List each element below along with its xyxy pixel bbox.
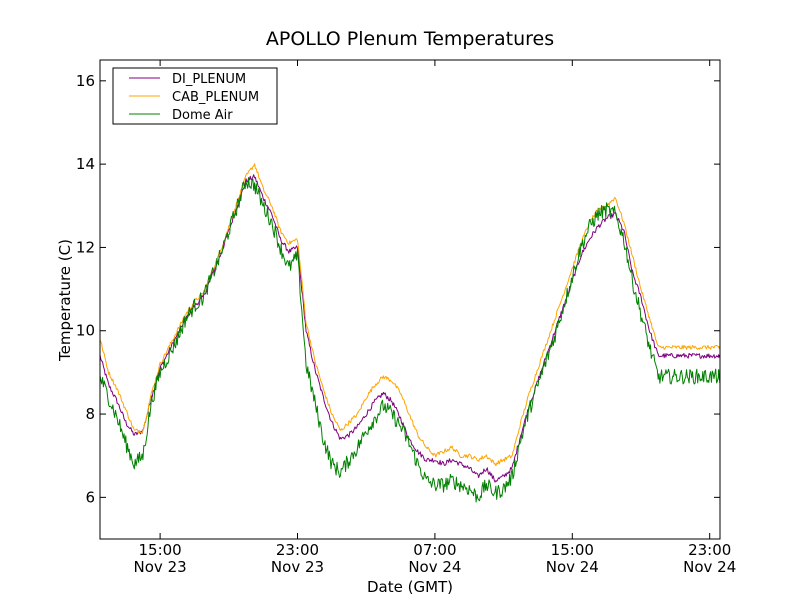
x-axis-label: Date (GMT) [367,578,453,596]
series-line-cab-plenum [99,163,721,467]
x-tick-label-time: 15:00 [138,541,181,559]
y-axis-ticks: 6 8 10 12 14 16 [76,72,720,506]
series-line-di-plenum [99,174,721,483]
x-tick-label-time: 07:00 [413,541,456,559]
x-tick-label-time: 23:00 [688,541,731,559]
y-tick-label: 12 [76,238,95,256]
y-axis-label: Temperature (C) [56,239,74,362]
y-tick-label: 10 [76,322,95,340]
chart-title: APOLLO Plenum Temperatures [266,28,554,50]
x-tick-label-date: Nov 23 [271,558,324,576]
x-tick-label-date: Nov 23 [134,558,187,576]
legend: DI_PLENUM CAB_PLENUM Dome Air [112,67,278,125]
legend-label: DI_PLENUM [172,72,246,87]
y-tick-label: 6 [85,488,95,506]
x-tick-label-date: Nov 24 [683,558,736,576]
y-tick-label: 8 [85,405,95,423]
x-tick-label-date: Nov 24 [408,558,461,576]
y-tick-label: 16 [76,72,95,90]
x-tick-label-date: Nov 24 [546,558,599,576]
plot-frame [99,59,721,540]
series-layer [99,163,721,503]
y-tick-label: 14 [76,155,95,173]
legend-label: CAB_PLENUM [172,90,259,105]
x-tick-label-time: 23:00 [276,541,319,559]
x-tick-label-time: 15:00 [551,541,594,559]
legend-label: Dome Air [172,108,233,123]
series-line-dome-air [99,177,721,503]
